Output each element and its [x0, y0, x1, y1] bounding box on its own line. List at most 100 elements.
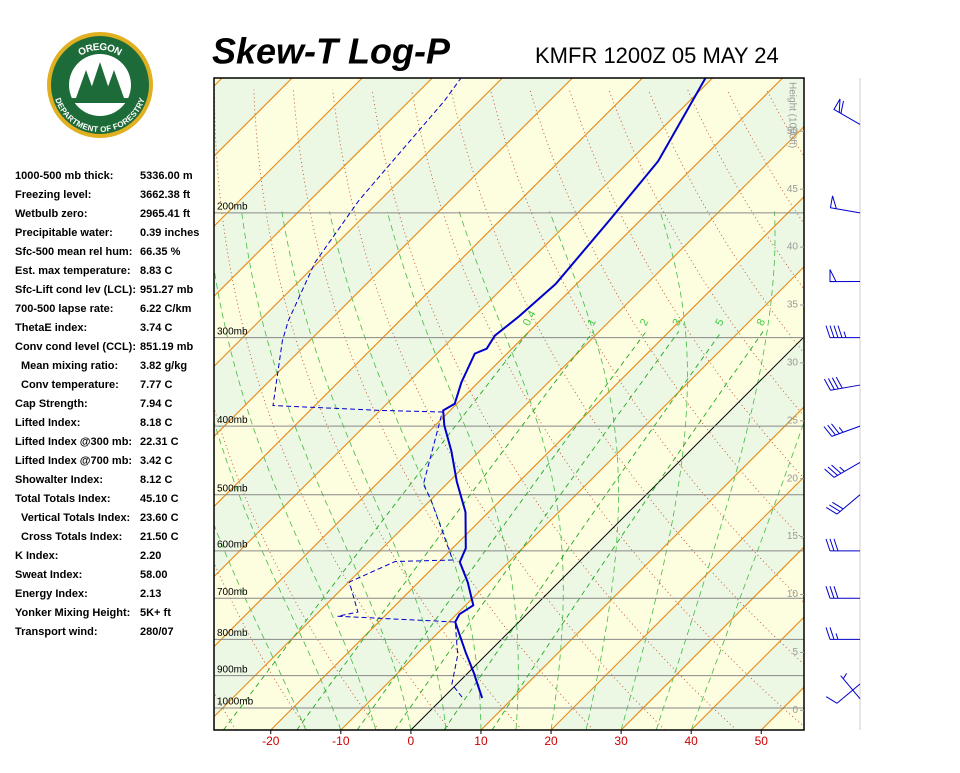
chart-subtitle: KMFR 1200Z 05 MAY 24	[535, 43, 779, 68]
stat-value: 2.20	[140, 550, 161, 562]
stat-label: Sfc-500 mean rel hum:	[15, 246, 132, 258]
stat-value: 2.13	[140, 588, 161, 600]
dry-adiabat	[806, 90, 960, 730]
stat-value: 3.82 g/kg	[140, 360, 187, 372]
x-tick-label: -10	[332, 734, 350, 748]
wind-barb	[825, 462, 860, 477]
y2-tick-label: 10	[787, 589, 799, 600]
y-tick-label: 700mb	[217, 587, 248, 598]
y2-tick-label: 15	[787, 531, 799, 542]
stat-value: 3.42 C	[140, 455, 172, 467]
stat-value: 21.50 C	[140, 531, 179, 543]
y-tick-label: 200mb	[217, 202, 248, 213]
stat-label: Transport wind:	[15, 626, 98, 638]
stat-label: Est. max temperature:	[15, 265, 131, 277]
stat-label: Sfc-Lift cond lev (LCL):	[15, 284, 136, 296]
wind-barb	[826, 684, 860, 703]
y2-tick-label: 20	[787, 473, 799, 484]
stat-label: Cross Totals Index:	[21, 531, 122, 543]
stat-label: Cap Strength:	[15, 398, 88, 410]
y2-tick-label: 30	[787, 358, 799, 369]
y-tick-label: 500mb	[217, 483, 248, 494]
stat-value: 8.83 C	[140, 265, 172, 277]
stat-label: Mean mixing ratio:	[21, 360, 118, 372]
chart-title: Skew-T Log-P	[212, 31, 451, 72]
stat-label: K Index:	[15, 550, 58, 562]
stat-value: 5336.00 m	[140, 170, 193, 182]
x-tick-label: 0	[408, 734, 415, 748]
stat-label: Precipitable water:	[15, 227, 113, 239]
stat-label: Lifted Index @300 mb:	[15, 436, 132, 448]
stat-label: Sweat Index:	[15, 569, 82, 581]
stat-label: ThetaE index:	[15, 322, 87, 334]
stat-label: Vertical Totals Index:	[21, 512, 130, 524]
stat-value: 6.22 C/km	[140, 303, 192, 315]
stat-value: 951.27 mb	[140, 284, 193, 296]
y2-tick-label: 35	[787, 300, 799, 311]
stat-value: 7.94 C	[140, 398, 172, 410]
stat-value: 851.19 mb	[140, 341, 193, 353]
stat-label: Lifted Index:	[15, 417, 80, 429]
dry-adiabat	[924, 90, 960, 730]
stat-value: 22.31 C	[140, 436, 179, 448]
stat-value: 0.39 inches	[140, 227, 199, 239]
stat-label: 700-500 lapse rate:	[15, 303, 113, 315]
stats-table: 1000-500 mb thick: 5336.00 m Freezing leve…	[15, 170, 199, 638]
y-tick-label: 800mb	[217, 628, 248, 639]
stat-value: 2965.41 ft	[140, 208, 190, 220]
y2-tick-label: 45	[787, 184, 799, 195]
y2-tick-label: 25	[787, 415, 799, 426]
y-tick-label: 300mb	[217, 326, 248, 337]
stat-value: 280/07	[140, 626, 174, 638]
y-tick-label: 600mb	[217, 540, 248, 551]
stat-label: Energy Index:	[15, 588, 88, 600]
stat-label: Lifted Index @700 mb:	[15, 455, 132, 467]
wind-barb	[834, 99, 860, 124]
stat-label: Conv temperature:	[21, 379, 119, 391]
stat-value: 66.35 %	[140, 246, 181, 258]
wind-barb	[824, 377, 860, 390]
wind-barb	[830, 196, 860, 213]
wind-barb	[826, 586, 860, 598]
x-tick-label: 20	[544, 734, 558, 748]
stat-value: 45.10 C	[140, 493, 179, 505]
stat-value: 7.77 C	[140, 379, 172, 391]
logo-ground	[72, 98, 128, 103]
y2-tick-label: 40	[787, 242, 799, 253]
y2-axis-label: Height (1000ft)	[786, 82, 797, 148]
wind-barb	[824, 424, 860, 437]
stat-value: 3.74 C	[140, 322, 172, 334]
stat-label: Freezing level:	[15, 189, 91, 201]
stat-value: 23.60 C	[140, 512, 179, 524]
x-tick-label: 30	[614, 734, 628, 748]
x-tick-label: 10	[474, 734, 488, 748]
stat-value: 8.18 C	[140, 417, 172, 429]
y2-tick-label: 0	[792, 705, 798, 716]
dry-adiabat	[845, 90, 960, 730]
stat-value: 8.12 C	[140, 474, 172, 486]
y-tick-label: 1000mb	[217, 697, 254, 708]
y-tick-label: 900mb	[217, 664, 248, 675]
logo: OREGON DEPARTMENT OF FORESTRY	[47, 32, 153, 138]
x-tick-label: 40	[685, 734, 699, 748]
x-tick-label: 50	[755, 734, 769, 748]
wind-barb	[826, 627, 860, 639]
isotherm	[831, 78, 960, 730]
stat-label: Conv cond level (CCL):	[15, 341, 136, 353]
stat-label: 1000-500 mb thick:	[15, 170, 113, 182]
stat-value: 3662.38 ft	[140, 189, 190, 201]
stat-label: Showalter Index:	[15, 474, 103, 486]
dry-adiabat	[885, 90, 960, 730]
wind-barb	[826, 495, 860, 514]
wind-barb	[826, 326, 860, 338]
y-tick-label: 400mb	[217, 415, 248, 426]
wind-barb	[830, 270, 860, 282]
stat-value: 58.00	[140, 569, 168, 581]
wind-barbs	[824, 99, 860, 703]
stat-value: 5K+ ft	[140, 607, 171, 619]
x-tick-label: -20	[262, 734, 280, 748]
wind-barb	[826, 539, 860, 551]
isotherm	[0, 78, 12, 730]
stat-label: Total Totals Index:	[15, 493, 111, 505]
